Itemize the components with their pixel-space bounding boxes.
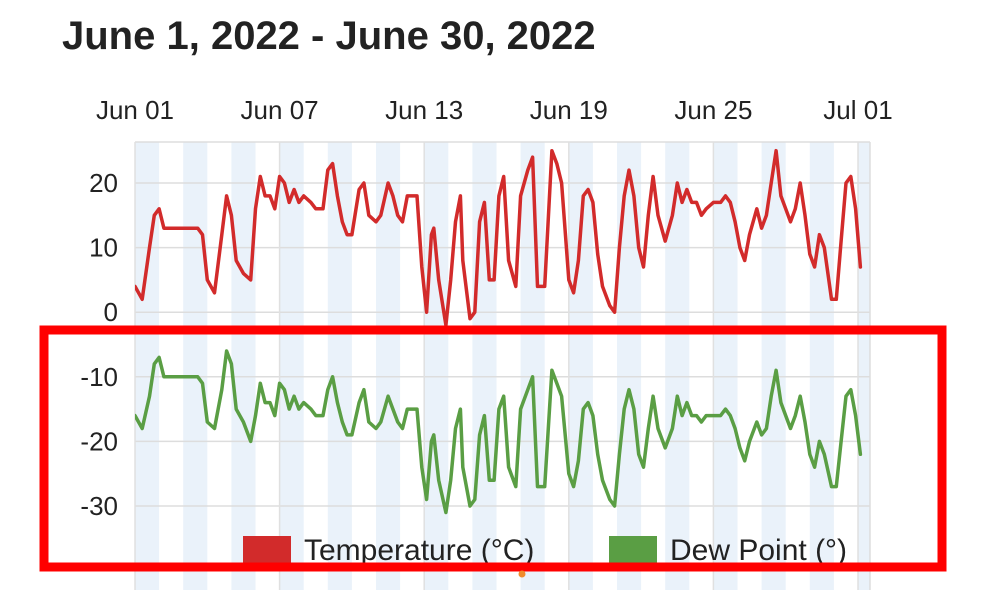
temperature-line	[135, 148, 863, 327]
x-tick-label: Jun 19	[530, 95, 608, 125]
y-tick-label: -30	[80, 491, 118, 521]
highlight-box	[39, 325, 947, 572]
series-lines	[135, 148, 863, 515]
day-band	[665, 142, 690, 590]
x-tick-label: Jun 01	[96, 95, 174, 125]
y-tick-label: 20	[89, 168, 118, 198]
day-band	[713, 142, 738, 590]
scroll-indicator-dot	[518, 570, 526, 578]
y-tick-label: -20	[80, 426, 118, 456]
legend-swatch-dew-point[interactable]	[609, 536, 657, 563]
day-band	[279, 142, 304, 590]
legend-swatch-temperature[interactable]	[243, 536, 291, 563]
day-band	[520, 142, 545, 590]
day-band	[231, 142, 256, 590]
y-tick-label: 0	[104, 297, 118, 327]
x-axis-ticks: Jun 01 Jun 07 Jun 13 Jun 19 Jun 25 Jul 01	[96, 95, 893, 125]
day-band	[424, 142, 449, 590]
legend-label-temperature[interactable]: Temperature (°C)	[304, 534, 534, 567]
weekend-bands	[135, 142, 870, 590]
legend[interactable]: Temperature (°C) Dew Point (°)	[243, 534, 847, 567]
chart-title: June 1, 2022 - June 30, 2022	[62, 14, 596, 58]
day-band	[617, 142, 642, 590]
y-tick-label: -10	[80, 362, 118, 392]
day-band	[183, 142, 208, 590]
legend-label-dew-point[interactable]: Dew Point (°)	[670, 534, 847, 567]
y-axis-ticks: 20 10 0 -10 -20 -30	[80, 168, 118, 521]
x-tick-label: Jul 01	[823, 95, 892, 125]
x-tick-label: Jun 13	[385, 95, 463, 125]
dew-point-line	[135, 349, 863, 515]
day-band	[761, 142, 786, 590]
day-band	[858, 142, 870, 590]
x-tick-label: Jun 07	[241, 95, 319, 125]
x-tick-label: Jun 25	[674, 95, 752, 125]
day-band	[809, 142, 834, 590]
y-tick-label: 10	[89, 233, 118, 263]
